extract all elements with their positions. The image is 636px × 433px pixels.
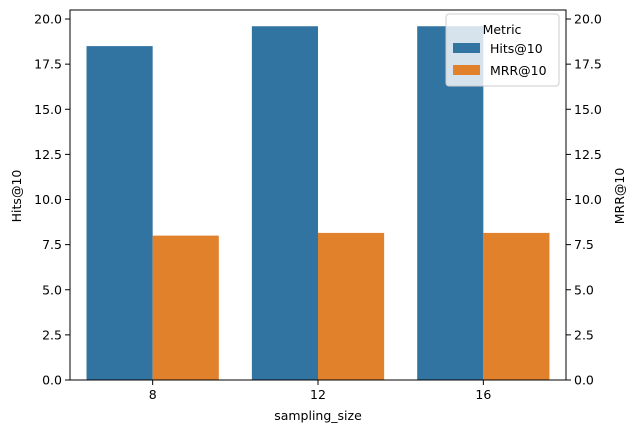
legend-swatch-mrr <box>453 65 480 75</box>
left-y-tick-label: 5.0 <box>42 282 62 297</box>
right-y-tick-label: 2.5 <box>574 327 594 342</box>
right-y-tick-label: 15.0 <box>574 102 602 117</box>
legend-label-hits: Hits@10 <box>490 41 543 56</box>
x-axis-ticks: 8 12 16 <box>149 380 491 402</box>
bar-mrr10-12 <box>318 232 385 380</box>
bar-mrr10-16 <box>483 232 550 380</box>
left-y-tick-label: 12.5 <box>34 147 62 162</box>
right-y-tick-label: 0.0 <box>574 373 594 388</box>
x-axis-label: sampling_size <box>274 408 362 423</box>
left-y-tick-label: 2.5 <box>42 327 62 342</box>
left-y-tick-label: 15.0 <box>34 102 62 117</box>
plot-area <box>69 9 567 381</box>
x-tick-label: 16 <box>475 387 491 402</box>
right-axis-ticks: 0.0 2.5 5.0 7.5 10.0 12.5 15.0 17.5 20.0 <box>566 12 602 388</box>
bar-hits10-12 <box>251 26 318 381</box>
legend: Metric Hits@10 MRR@10 <box>445 13 560 87</box>
right-y-tick-label: 5.0 <box>574 282 594 297</box>
bar-hits10-8 <box>86 46 153 380</box>
left-y-tick-label: 10.0 <box>34 192 62 207</box>
left-axis-ticks: 0.0 2.5 5.0 7.5 10.0 12.5 15.0 17.5 20.0 <box>34 12 70 388</box>
x-tick-label: 12 <box>310 387 326 402</box>
legend-title: Metric <box>483 22 522 37</box>
right-y-tick-label: 17.5 <box>574 57 602 72</box>
left-y-tick-label: 0.0 <box>42 373 62 388</box>
x-tick-label: 8 <box>149 387 157 402</box>
right-y-tick-label: 10.0 <box>574 192 602 207</box>
legend-swatch-hits <box>453 43 480 53</box>
left-y-tick-label: 17.5 <box>34 57 62 72</box>
right-y-tick-label: 12.5 <box>574 147 602 162</box>
bar-mrr10-8 <box>152 235 219 380</box>
left-y-tick-label: 20.0 <box>34 12 62 27</box>
legend-label-mrr: MRR@10 <box>490 63 547 78</box>
bars <box>86 26 550 381</box>
y2-axis-label: MRR@10 <box>612 168 627 225</box>
y-axis-label: Hits@10 <box>9 170 24 223</box>
right-y-tick-label: 20.0 <box>574 12 602 27</box>
left-y-tick-label: 7.5 <box>42 237 62 252</box>
right-y-tick-label: 7.5 <box>574 237 594 252</box>
